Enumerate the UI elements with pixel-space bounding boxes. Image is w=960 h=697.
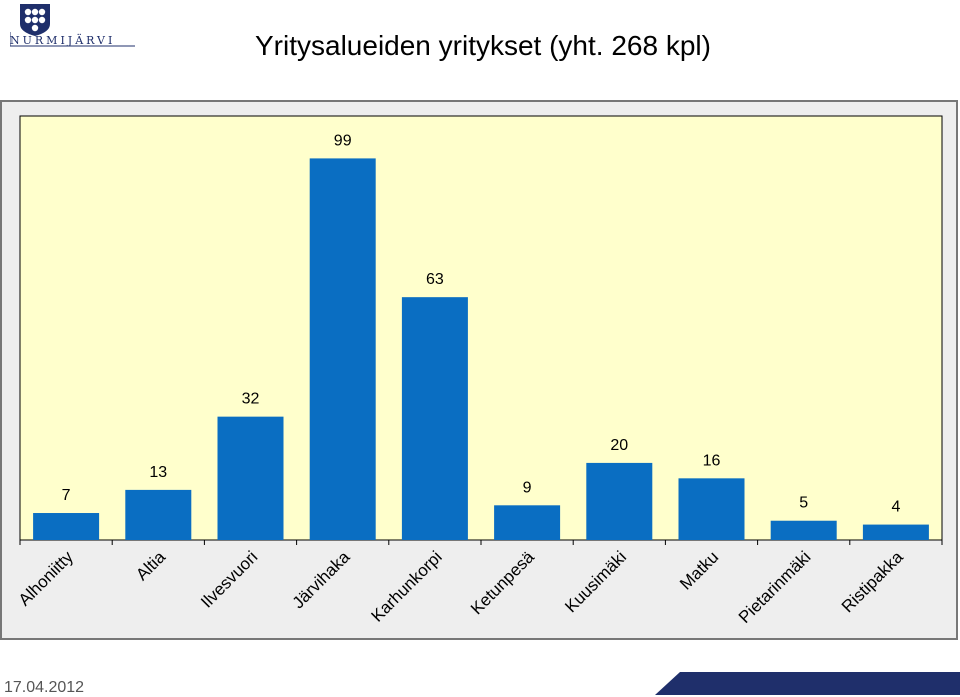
bar-matku bbox=[678, 478, 745, 540]
bar-pietarinmäki bbox=[770, 520, 837, 540]
page-title: Yritysalueiden yritykset (yht. 268 kpl) bbox=[255, 30, 711, 61]
x-tick-label: Ristipakka bbox=[838, 547, 907, 616]
data-label: 13 bbox=[149, 464, 167, 481]
x-tick-label: Ketunpesä bbox=[467, 547, 538, 618]
bar-kuusimäki bbox=[586, 462, 653, 540]
bar-ketunpesä bbox=[494, 505, 561, 540]
footer-brand-stripe bbox=[655, 672, 960, 695]
logo-wordmark: NURMIJÄRVI bbox=[10, 34, 116, 47]
x-tick-label: Altia bbox=[132, 547, 169, 584]
footer-date: 17.04.2012 bbox=[4, 679, 85, 696]
x-tick-label: Alhoniitty bbox=[15, 547, 78, 610]
data-label: 63 bbox=[426, 271, 444, 288]
x-tick-label: Järvihaka bbox=[289, 547, 354, 612]
data-label: 32 bbox=[242, 391, 260, 408]
data-label: 99 bbox=[334, 132, 352, 149]
data-label: 5 bbox=[799, 495, 808, 512]
bar-chart: 7 Alhoniitty 13 Altia 32 Ilvesvuori 99 Järvihak… bbox=[15, 115, 943, 627]
x-tick-label: Pietarinmäki bbox=[735, 547, 815, 627]
data-label: 16 bbox=[703, 452, 721, 469]
data-label: 7 bbox=[62, 487, 71, 504]
bar-altia bbox=[125, 489, 192, 540]
data-label: 4 bbox=[891, 499, 900, 516]
x-tick-label: Matku bbox=[676, 547, 722, 593]
chart-frame: 7 Alhoniitty 13 Altia 32 Ilvesvuori 99 Järvihak… bbox=[0, 100, 958, 640]
data-label: 20 bbox=[610, 437, 628, 454]
bar-järvihaka bbox=[309, 158, 376, 540]
x-tick-label: Ilvesvuori bbox=[197, 547, 261, 611]
data-label: 9 bbox=[523, 479, 532, 496]
plot-area bbox=[19, 115, 943, 541]
bar-karhunkorpi bbox=[401, 297, 468, 540]
x-tick-label: Kuusimäki bbox=[561, 547, 630, 616]
bar-ristipakka bbox=[862, 524, 929, 540]
x-tick-label: Karhunkorpi bbox=[367, 547, 445, 625]
bar-alhoniitty bbox=[33, 513, 100, 540]
nurmijarvi-logo bbox=[10, 4, 135, 47]
bar-ilvesvuori bbox=[217, 416, 284, 540]
